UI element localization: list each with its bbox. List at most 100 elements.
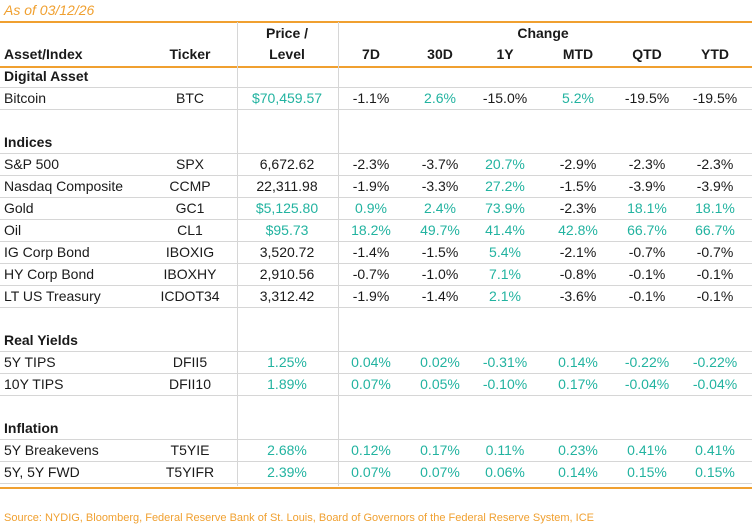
change-value: -0.8% xyxy=(559,266,597,282)
change-value: 0.04% xyxy=(351,354,391,370)
change-value: 0.07% xyxy=(351,376,391,392)
change-value: 27.2% xyxy=(485,178,525,194)
change-value: -2.3% xyxy=(628,156,666,172)
ticker: IBOXHY xyxy=(163,266,217,282)
change-value: -2.9% xyxy=(559,156,597,172)
change-value: -0.22% xyxy=(624,354,670,370)
price: 2,910.56 xyxy=(259,266,315,282)
rule xyxy=(0,351,752,352)
asset-name: 10Y TIPS xyxy=(4,376,64,392)
column-header: YTD xyxy=(701,46,729,62)
change-value: 0.15% xyxy=(695,464,735,480)
change-value: -3.3% xyxy=(421,178,459,194)
change-value: -0.10% xyxy=(482,376,528,392)
price: 1.89% xyxy=(267,376,307,392)
change-value: 0.23% xyxy=(558,442,598,458)
change-value: 49.7% xyxy=(420,222,460,238)
change-value: -0.1% xyxy=(696,288,734,304)
change-value: 0.17% xyxy=(420,442,460,458)
asset-name: HY Corp Bond xyxy=(4,266,95,282)
change-value: 2.1% xyxy=(489,288,521,304)
section-title: Digital Asset xyxy=(4,68,89,84)
rule xyxy=(0,109,752,110)
change-value: -0.7% xyxy=(628,244,666,260)
change-value: -1.1% xyxy=(352,90,390,106)
change-value: 0.12% xyxy=(351,442,391,458)
price: 1.25% xyxy=(267,354,307,370)
change-value: -2.3% xyxy=(696,156,734,172)
ticker: T5YIFR xyxy=(165,464,215,480)
asset-name: Gold xyxy=(4,200,34,216)
asset-name: LT US Treasury xyxy=(4,288,101,304)
asset-name: 5Y, 5Y FWD xyxy=(4,464,80,480)
rule xyxy=(0,197,752,198)
change-value: 0.15% xyxy=(627,464,667,480)
change-value: -0.04% xyxy=(692,376,738,392)
ticker: T5YIE xyxy=(170,442,210,458)
change-value: -0.22% xyxy=(692,354,738,370)
section-title: Indices xyxy=(4,134,53,150)
change-value: -0.1% xyxy=(628,266,666,282)
rule xyxy=(0,263,752,264)
change-value: -15.0% xyxy=(482,90,528,106)
change-value: -3.9% xyxy=(696,178,734,194)
change-value: 0.02% xyxy=(420,354,460,370)
rule xyxy=(0,461,752,462)
change-value: -0.7% xyxy=(352,266,390,282)
column-header: 7D xyxy=(362,46,380,62)
change-value: -2.3% xyxy=(559,200,597,216)
change-value: 0.41% xyxy=(627,442,667,458)
column-header: Asset/Index xyxy=(4,46,83,62)
change-value: 2.4% xyxy=(424,200,456,216)
change-value: 0.07% xyxy=(351,464,391,480)
asset-name: 5Y Breakevens xyxy=(4,442,99,458)
change-value: -19.5% xyxy=(692,90,738,106)
price: 6,672.62 xyxy=(259,156,315,172)
ticker: IBOXIG xyxy=(165,244,215,260)
rule xyxy=(0,285,752,286)
change-value: 0.9% xyxy=(355,200,387,216)
price: 3,312.42 xyxy=(259,288,315,304)
change-value: -0.7% xyxy=(696,244,734,260)
column-header: 30D xyxy=(427,46,453,62)
change-value: 0.17% xyxy=(558,376,598,392)
change-value: -0.1% xyxy=(696,266,734,282)
asset-name: S&P 500 xyxy=(4,156,60,172)
column-rule xyxy=(338,22,339,486)
column-header: MTD xyxy=(562,46,594,62)
change-value: 18.1% xyxy=(695,200,735,216)
asset-name: 5Y TIPS xyxy=(4,354,56,370)
column-rule xyxy=(237,22,238,486)
rule xyxy=(0,175,752,176)
change-value: -0.04% xyxy=(624,376,670,392)
change-value: 20.7% xyxy=(485,156,525,172)
asset-name: IG Corp Bond xyxy=(4,244,90,260)
change-value: -1.4% xyxy=(421,288,459,304)
source-note: Source: NYDIG, Bloomberg, Federal Reserv… xyxy=(4,512,594,524)
price: 3,520.72 xyxy=(259,244,315,260)
ticker: GC1 xyxy=(175,200,205,216)
rule xyxy=(0,373,752,374)
change-value: -3.9% xyxy=(628,178,666,194)
change-value: -1.5% xyxy=(559,178,597,194)
change-value: 0.14% xyxy=(558,354,598,370)
change-value: 18.1% xyxy=(627,200,667,216)
change-value: 7.1% xyxy=(489,266,521,282)
rule xyxy=(0,219,752,220)
ticker: ICDOT34 xyxy=(160,288,220,304)
change-value: -0.1% xyxy=(628,288,666,304)
change-value: 42.8% xyxy=(558,222,598,238)
column-header: Level xyxy=(269,46,305,62)
change-value: 41.4% xyxy=(485,222,525,238)
change-value: 66.7% xyxy=(627,222,667,238)
change-value: -1.0% xyxy=(421,266,459,282)
rule xyxy=(0,87,752,88)
asset-name: Bitcoin xyxy=(4,90,47,106)
rule xyxy=(0,153,752,154)
section-title: Real Yields xyxy=(4,332,78,348)
ticker: BTC xyxy=(176,90,204,106)
change-value: 0.05% xyxy=(420,376,460,392)
change-value: -3.7% xyxy=(421,156,459,172)
column-header: 1Y xyxy=(496,46,514,62)
